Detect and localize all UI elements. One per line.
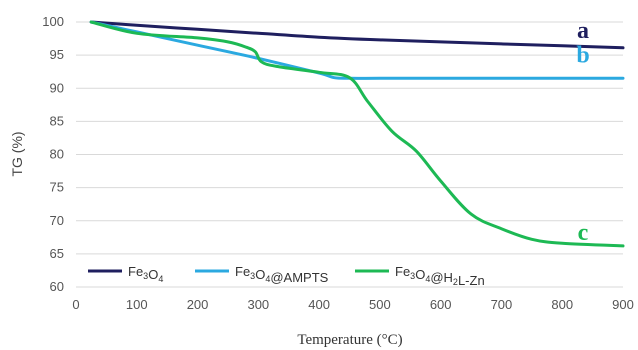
curve-label-b: b: [576, 42, 589, 68]
x-tick-label: 0: [72, 297, 79, 312]
x-axis-title: Temperature (°C): [297, 332, 402, 348]
y-tick-label: 70: [50, 213, 64, 228]
legend-label-fe3o4: Fe3O4: [128, 264, 163, 284]
x-tick-label: 700: [491, 297, 513, 312]
grid-layer: [76, 21, 623, 288]
x-tick-label: 800: [551, 297, 573, 312]
y-tick-label: 75: [50, 180, 64, 195]
x-tick-label: 500: [369, 297, 391, 312]
series-layer: [89, 20, 625, 248]
tick-labels: 60 65 70 75 80 85 90 95 100 0 100 200 300 400 500 600 70…: [42, 14, 634, 312]
series-line-fe3o4-ampts: [89, 20, 625, 80]
y-tick-label: 100: [42, 14, 64, 29]
x-tick-label: 100: [126, 297, 148, 312]
series-line-fe3o4: [89, 20, 625, 50]
legend-label-fe3o4-h2l-zn: Fe3O4@H2L-Zn: [395, 264, 485, 288]
y-tick-label: 60: [50, 279, 64, 294]
curve-label-a: a: [577, 18, 589, 44]
y-tick-label: 85: [50, 113, 64, 128]
y-axis-title: TG (%): [9, 131, 25, 176]
x-tick-label: 200: [187, 297, 209, 312]
curve-labels: ab c: [576, 18, 589, 246]
series-line-fe3o4-h2l-zn: [89, 20, 625, 248]
y-tick-label: 80: [50, 147, 64, 162]
y-tick-label: 95: [50, 47, 64, 62]
curve-label-c: c: [578, 220, 589, 246]
x-tick-label: 400: [308, 297, 330, 312]
y-tick-label: 65: [50, 246, 64, 261]
x-tick-label: 300: [247, 297, 269, 312]
x-tick-label: 600: [430, 297, 452, 312]
legend: Fe3O4 Fe3O4@AMPTS Fe3O4@H2L-Zn: [88, 264, 485, 288]
legend-label-fe3o4-ampts: Fe3O4@AMPTS: [235, 264, 329, 285]
x-tick-label: 900: [612, 297, 634, 312]
y-tick-label: 90: [50, 80, 64, 95]
